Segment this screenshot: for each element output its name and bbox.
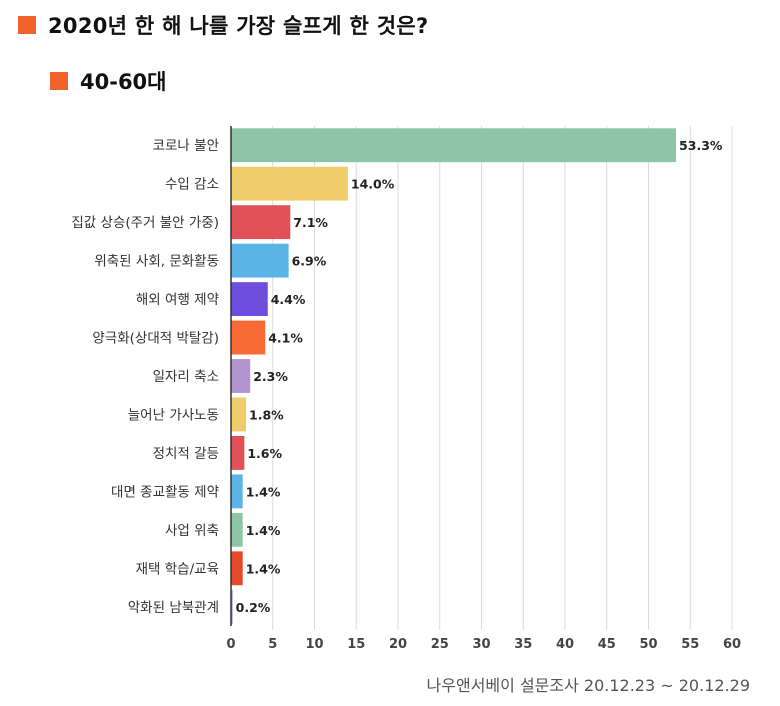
category-label: 집값 상승(주거 불안 가중) [71, 215, 219, 231]
value-label: 1.8% [249, 407, 284, 422]
bar [231, 589, 233, 624]
bar [231, 359, 251, 393]
bar [231, 320, 266, 355]
bar [231, 436, 245, 470]
value-label: 6.9% [292, 254, 327, 269]
x-tick-label: 60 [723, 637, 741, 652]
bar [231, 397, 247, 432]
value-label: 1.4% [246, 523, 281, 538]
bar [231, 512, 243, 547]
bar [231, 551, 243, 586]
value-label: 4.1% [268, 331, 303, 346]
subtitle-square-icon [50, 72, 68, 90]
page-title: 2020년 한 해 나를 가장 슬프게 한 것은? [48, 14, 429, 38]
x-tick-label: 15 [347, 637, 365, 652]
x-tick-label: 50 [639, 637, 657, 652]
category-label: 양극화(상대적 박탈감) [92, 331, 219, 347]
value-label: 7.1% [293, 215, 328, 230]
category-label: 위축된 사회, 문화활동 [94, 254, 219, 270]
value-label: 4.4% [271, 292, 306, 307]
x-tick-label: 0 [226, 637, 235, 652]
x-tick-label: 10 [305, 637, 323, 652]
value-label: 53.3% [679, 138, 723, 153]
bar [231, 205, 291, 240]
x-tick-label: 45 [598, 637, 616, 652]
source-note: 나우앤서베이 설문조사 20.12.23 ~ 20.12.29 [426, 676, 750, 695]
bar [231, 243, 289, 278]
x-tick-label: 35 [514, 637, 532, 652]
x-tick-label: 40 [556, 637, 574, 652]
category-label: 코로나 불안 [153, 138, 219, 154]
category-label: 사업 위축 [165, 523, 219, 539]
bars [231, 128, 677, 624]
x-tick-labels: 0 5 10 15 20 25 30 35 40 45 50 55 60 [226, 637, 741, 652]
x-tick-label: 30 [472, 637, 490, 652]
category-label: 수입 감소 [165, 177, 219, 193]
chart-subtitle: 40-60대 [80, 70, 167, 94]
grid-lines [272, 126, 733, 630]
value-label: 1.4% [246, 561, 281, 576]
x-tick-label: 55 [681, 637, 699, 652]
value-label: 0.2% [236, 600, 271, 615]
category-label: 일자리 축소 [153, 369, 219, 385]
category-label: 재택 학습/교육 [136, 561, 219, 577]
bar [231, 474, 243, 509]
bar [231, 166, 348, 201]
category-label: 해외 여행 제약 [136, 292, 219, 308]
category-label: 악화된 남북관계 [128, 600, 219, 616]
category-label: 대면 종교활동 제약 [111, 484, 219, 500]
title-row: 2020년 한 해 나를 가장 슬프게 한 것은? [18, 10, 428, 40]
category-label: 늘어난 가사노동 [128, 407, 219, 423]
x-tick-label: 25 [431, 637, 449, 652]
x-tick-label: 5 [268, 637, 277, 652]
category-label: 정치적 갈등 [153, 446, 219, 462]
value-label: 14.0% [351, 177, 395, 192]
value-label: 2.3% [253, 369, 288, 384]
value-label: 1.6% [247, 446, 282, 461]
bar [231, 128, 677, 163]
subtitle-row: 40-60대 [50, 66, 166, 96]
title-square-icon [18, 16, 36, 34]
value-label: 1.4% [246, 484, 281, 499]
bar [231, 282, 268, 316]
x-tick-label: 20 [389, 637, 407, 652]
value-labels: 53.3% 14.0% 7.1% 6.9% 4.4% 4.1% 2.3% 1.8% 1.6% 1.… [236, 138, 723, 615]
